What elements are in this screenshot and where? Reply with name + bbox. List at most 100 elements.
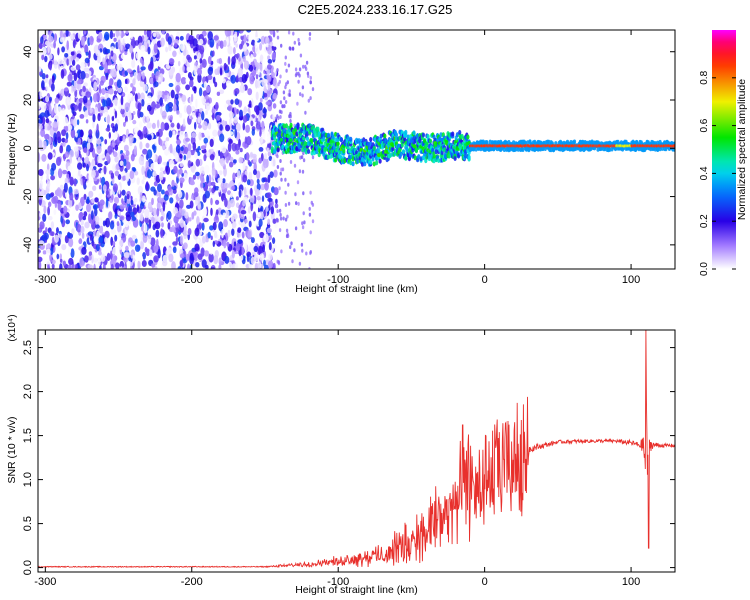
noise-blob: [224, 255, 230, 264]
noise-blob: [207, 56, 212, 65]
noise-blob: [195, 262, 200, 268]
noise-blob: [248, 100, 252, 108]
noise-blob: [114, 170, 120, 177]
noise-blob: [179, 259, 184, 268]
signal-blob: [363, 161, 367, 167]
noise-blob: [267, 136, 271, 144]
noise-blob: [235, 75, 239, 82]
noise-blob: [89, 108, 93, 114]
noise-blob: [96, 123, 99, 133]
y-tick-label: 2.5: [22, 340, 34, 355]
signal-blob: [305, 136, 309, 142]
noise-blob: [294, 67, 298, 72]
noise-blob: [219, 133, 225, 143]
noise-blob: [134, 238, 138, 244]
colorbar-label: Normalized spectral amplitude: [736, 79, 748, 220]
signal-blob: [405, 148, 409, 154]
noise-blob: [168, 130, 173, 138]
noise-blob: [271, 71, 275, 78]
noise-blob: [165, 137, 170, 142]
noise-blob: [179, 177, 185, 184]
noise-blob: [73, 188, 79, 195]
noise-blob: [139, 202, 144, 210]
noise-blob: [171, 225, 175, 232]
signal-core: [672, 144, 675, 148]
noise-blob: [301, 169, 305, 174]
noise-blob: [95, 224, 100, 229]
noise-blob: [219, 124, 223, 131]
noise-blob: [144, 216, 149, 224]
noise-blob: [263, 79, 268, 84]
noise-blob: [86, 196, 90, 204]
noise-blob: [113, 37, 117, 42]
noise-blob: [279, 74, 282, 79]
noise-blob: [179, 199, 184, 209]
noise-blob: [122, 175, 127, 181]
noise-blob: [162, 106, 165, 111]
noise-blob: [139, 57, 143, 64]
noise-blob: [238, 189, 242, 198]
noise-blob: [178, 186, 181, 195]
noise-blob: [108, 211, 113, 220]
noise-blob: [88, 50, 91, 60]
noise-blob: [123, 121, 126, 127]
noise-blob: [247, 159, 251, 166]
x-tick-label: 100: [622, 274, 640, 286]
noise-blob: [253, 169, 257, 176]
noise-blob: [114, 156, 119, 163]
noise-blob: [280, 43, 283, 48]
noise-blob: [173, 165, 178, 174]
noise-blob: [246, 179, 251, 186]
noise-blob: [95, 244, 100, 252]
noise-blob: [194, 200, 199, 206]
noise-blob: [114, 110, 118, 119]
noise-blob: [140, 66, 146, 71]
noise-blob: [102, 184, 107, 192]
noise-blob: [223, 40, 227, 47]
noise-blob: [266, 192, 272, 199]
noise-blob: [153, 81, 159, 88]
noise-blob: [243, 60, 250, 70]
noise-blob: [109, 220, 115, 230]
noise-blob: [272, 103, 277, 109]
noise-blob: [213, 255, 219, 265]
noise-blob: [47, 43, 50, 54]
spectrogram-frame: [37, 29, 676, 270]
noise-blob: [102, 263, 106, 269]
noise-blob: [233, 116, 238, 124]
noise-blob: [162, 201, 166, 212]
noise-blob: [142, 126, 148, 135]
noise-blob: [267, 151, 272, 157]
noise-blob: [38, 169, 44, 176]
noise-blob: [45, 96, 50, 103]
noise-blob: [124, 222, 129, 228]
noise-blob: [83, 82, 88, 87]
y-tick-label: 1.5: [22, 428, 34, 443]
noise-blob: [85, 51, 89, 56]
noise-blob: [299, 53, 303, 58]
noise-blob: [117, 174, 122, 180]
colorbar-gradient: [712, 30, 736, 269]
noise-blob: [99, 125, 103, 135]
noise-blob: [118, 185, 121, 195]
noise-blob: [297, 37, 300, 42]
noise-blob: [91, 198, 95, 204]
noise-blob: [216, 114, 221, 121]
noise-blob: [249, 194, 255, 204]
signal-blob: [453, 156, 457, 161]
noise-blob: [145, 142, 150, 149]
noise-blob: [69, 176, 74, 186]
noise-blob: [211, 167, 216, 176]
noise-blob: [98, 84, 102, 92]
noise-blob: [267, 218, 271, 225]
noise-blob: [207, 74, 213, 80]
noise-blob: [293, 163, 297, 168]
noise-blob: [87, 264, 93, 269]
noise-blob: [205, 85, 211, 94]
noise-blob: [88, 129, 93, 137]
noise-blob: [195, 111, 199, 118]
noise-blob: [46, 248, 51, 256]
noise-blob: [208, 187, 212, 193]
x-tick-label: 0: [482, 576, 488, 588]
noise-blob: [272, 262, 276, 269]
